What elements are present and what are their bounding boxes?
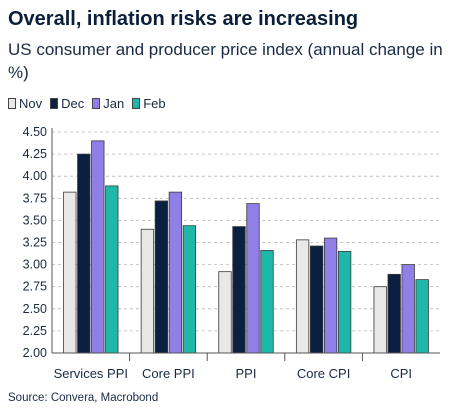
chart-subtitle: US consumer and producer price index (an… [8, 40, 443, 82]
legend-item-jan: Jan [92, 96, 124, 111]
bar-ppi-feb [260, 250, 274, 354]
bar-services-ppi-jan [91, 140, 105, 354]
bar-core-ppi-dec [154, 200, 169, 354]
y-tick-label: 2.50 [23, 302, 47, 316]
bar-cpi-dec [387, 273, 401, 354]
x-tick-label: Core PPI [142, 366, 195, 381]
bar-services-ppi-dec [77, 153, 91, 354]
legend-label: Jan [103, 96, 125, 111]
bar-core-cpi-feb [337, 250, 352, 354]
y-tick-label: 4.50 [23, 125, 47, 139]
y-tick-label: 3.00 [23, 258, 47, 272]
bar-services-ppi-feb [105, 185, 119, 354]
y-tick-label: 2.75 [23, 280, 47, 294]
source-note: Source: Convera, Macrobond [8, 392, 159, 404]
legend-swatch [92, 98, 101, 109]
legend-item-dec: Dec [50, 96, 84, 111]
legend-item-feb: Feb [132, 96, 166, 111]
bar-cpi-feb [415, 279, 429, 354]
bar-core-cpi-jan [323, 237, 338, 354]
x-tick-label: Services PPI [54, 366, 128, 381]
chart-legend: Nov Dec Jan Feb [8, 96, 166, 111]
bar-core-cpi-dec [309, 245, 324, 354]
bar-ppi-nov [218, 271, 232, 354]
y-tick-label: 3.25 [23, 236, 47, 250]
x-tick-label: PPI [236, 366, 257, 381]
bar-ppi-jan [246, 203, 260, 354]
bar-services-ppi-nov [63, 191, 77, 354]
y-tick-label: 4.25 [23, 147, 47, 161]
x-tick-label: CPI [390, 366, 412, 381]
bar-ppi-dec [232, 226, 246, 354]
bar-core-cpi-nov [295, 239, 310, 354]
bar-core-ppi-jan [168, 191, 183, 354]
legend-label: Feb [143, 96, 166, 111]
bar-core-ppi-feb [182, 225, 197, 354]
bars [63, 140, 429, 354]
y-tick-label: 3.50 [23, 213, 47, 227]
grid-lines [52, 131, 440, 354]
chart-title: Overall, inflation risks are increasing [8, 8, 359, 30]
legend-swatch [50, 98, 59, 109]
axes: 2.00 2.25 2.50 2.75 3.00 3.25 3.50 3.75 4.00 4.25… [23, 125, 440, 381]
legend-item-nov: Nov [8, 96, 42, 111]
legend-label: Dec [61, 96, 85, 111]
legend-label: Nov [19, 96, 43, 111]
y-tick-label: 4.00 [23, 169, 47, 183]
y-tick-label: 2.25 [23, 324, 47, 338]
bar-cpi-jan [401, 264, 415, 354]
bar-core-ppi-nov [140, 228, 155, 354]
bar-cpi-nov [373, 286, 387, 354]
legend-swatch [132, 98, 141, 109]
x-tick-label: Core CPI [297, 366, 350, 381]
y-tick-label: 2.00 [23, 346, 47, 360]
legend-swatch [8, 98, 16, 109]
y-tick-label: 3.75 [23, 191, 47, 205]
